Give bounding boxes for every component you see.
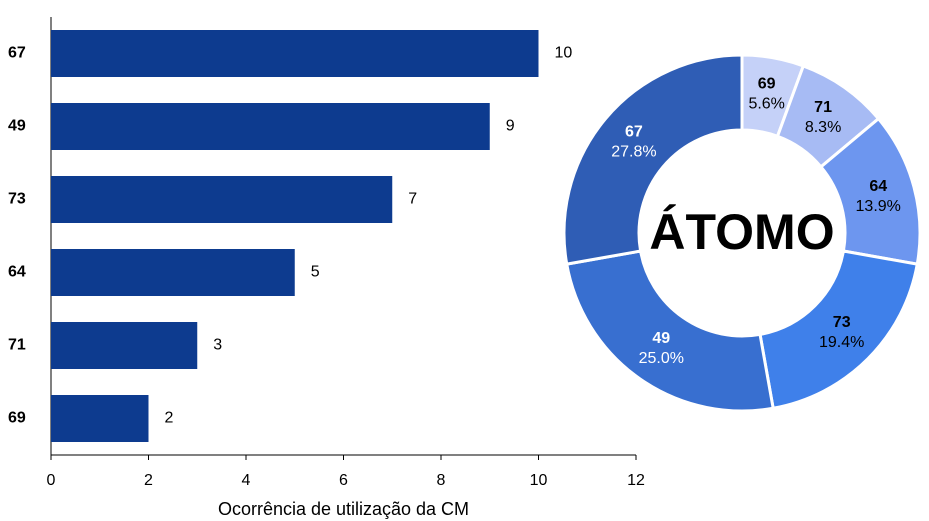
slice-category: 64 — [869, 178, 887, 195]
bar — [51, 30, 539, 77]
bar — [51, 176, 393, 223]
y-tick-label: 64 — [8, 264, 26, 281]
y-tick-label: 73 — [8, 191, 26, 208]
slice-label: 25.0% — [639, 350, 684, 367]
donut-slice — [565, 249, 775, 413]
slice-label: 19.4% — [819, 334, 864, 351]
y-tick-label: 71 — [8, 337, 26, 354]
slice-category: 69 — [758, 75, 776, 92]
x-tick-label: 4 — [242, 472, 251, 489]
slice-category: 71 — [814, 99, 832, 116]
donut-title: ÁTOMO — [649, 204, 834, 260]
x-tick-label: 8 — [437, 472, 446, 489]
data-label: 9 — [506, 118, 515, 135]
x-tick-label: 0 — [47, 472, 56, 489]
x-tick-label: 2 — [144, 472, 153, 489]
slice-label: 13.9% — [856, 198, 901, 215]
slice-category: 67 — [625, 124, 643, 141]
data-label: 3 — [213, 337, 222, 354]
bar — [51, 395, 149, 442]
x-axis-label: Ocorrência de utilização da CM — [218, 499, 469, 519]
data-label: 7 — [408, 191, 417, 208]
x-tick-label: 12 — [627, 472, 645, 489]
data-label: 2 — [165, 410, 174, 427]
slice-category: 73 — [833, 314, 851, 331]
y-tick-label: 49 — [8, 118, 26, 135]
donut-slice — [758, 249, 919, 410]
x-tick-label: 10 — [530, 472, 548, 489]
bar — [51, 103, 490, 150]
y-tick-label: 67 — [8, 45, 26, 62]
slice-label: 27.8% — [611, 144, 656, 161]
data-label: 10 — [555, 45, 573, 62]
bar — [51, 322, 198, 369]
x-tick-label: 6 — [339, 472, 348, 489]
slice-label: 8.3% — [805, 119, 841, 136]
bar — [51, 249, 295, 296]
y-tick-label: 69 — [8, 410, 26, 427]
slice-label: 5.6% — [748, 95, 784, 112]
slice-category: 49 — [652, 330, 670, 347]
data-label: 5 — [311, 264, 320, 281]
donut-slice — [562, 53, 744, 266]
